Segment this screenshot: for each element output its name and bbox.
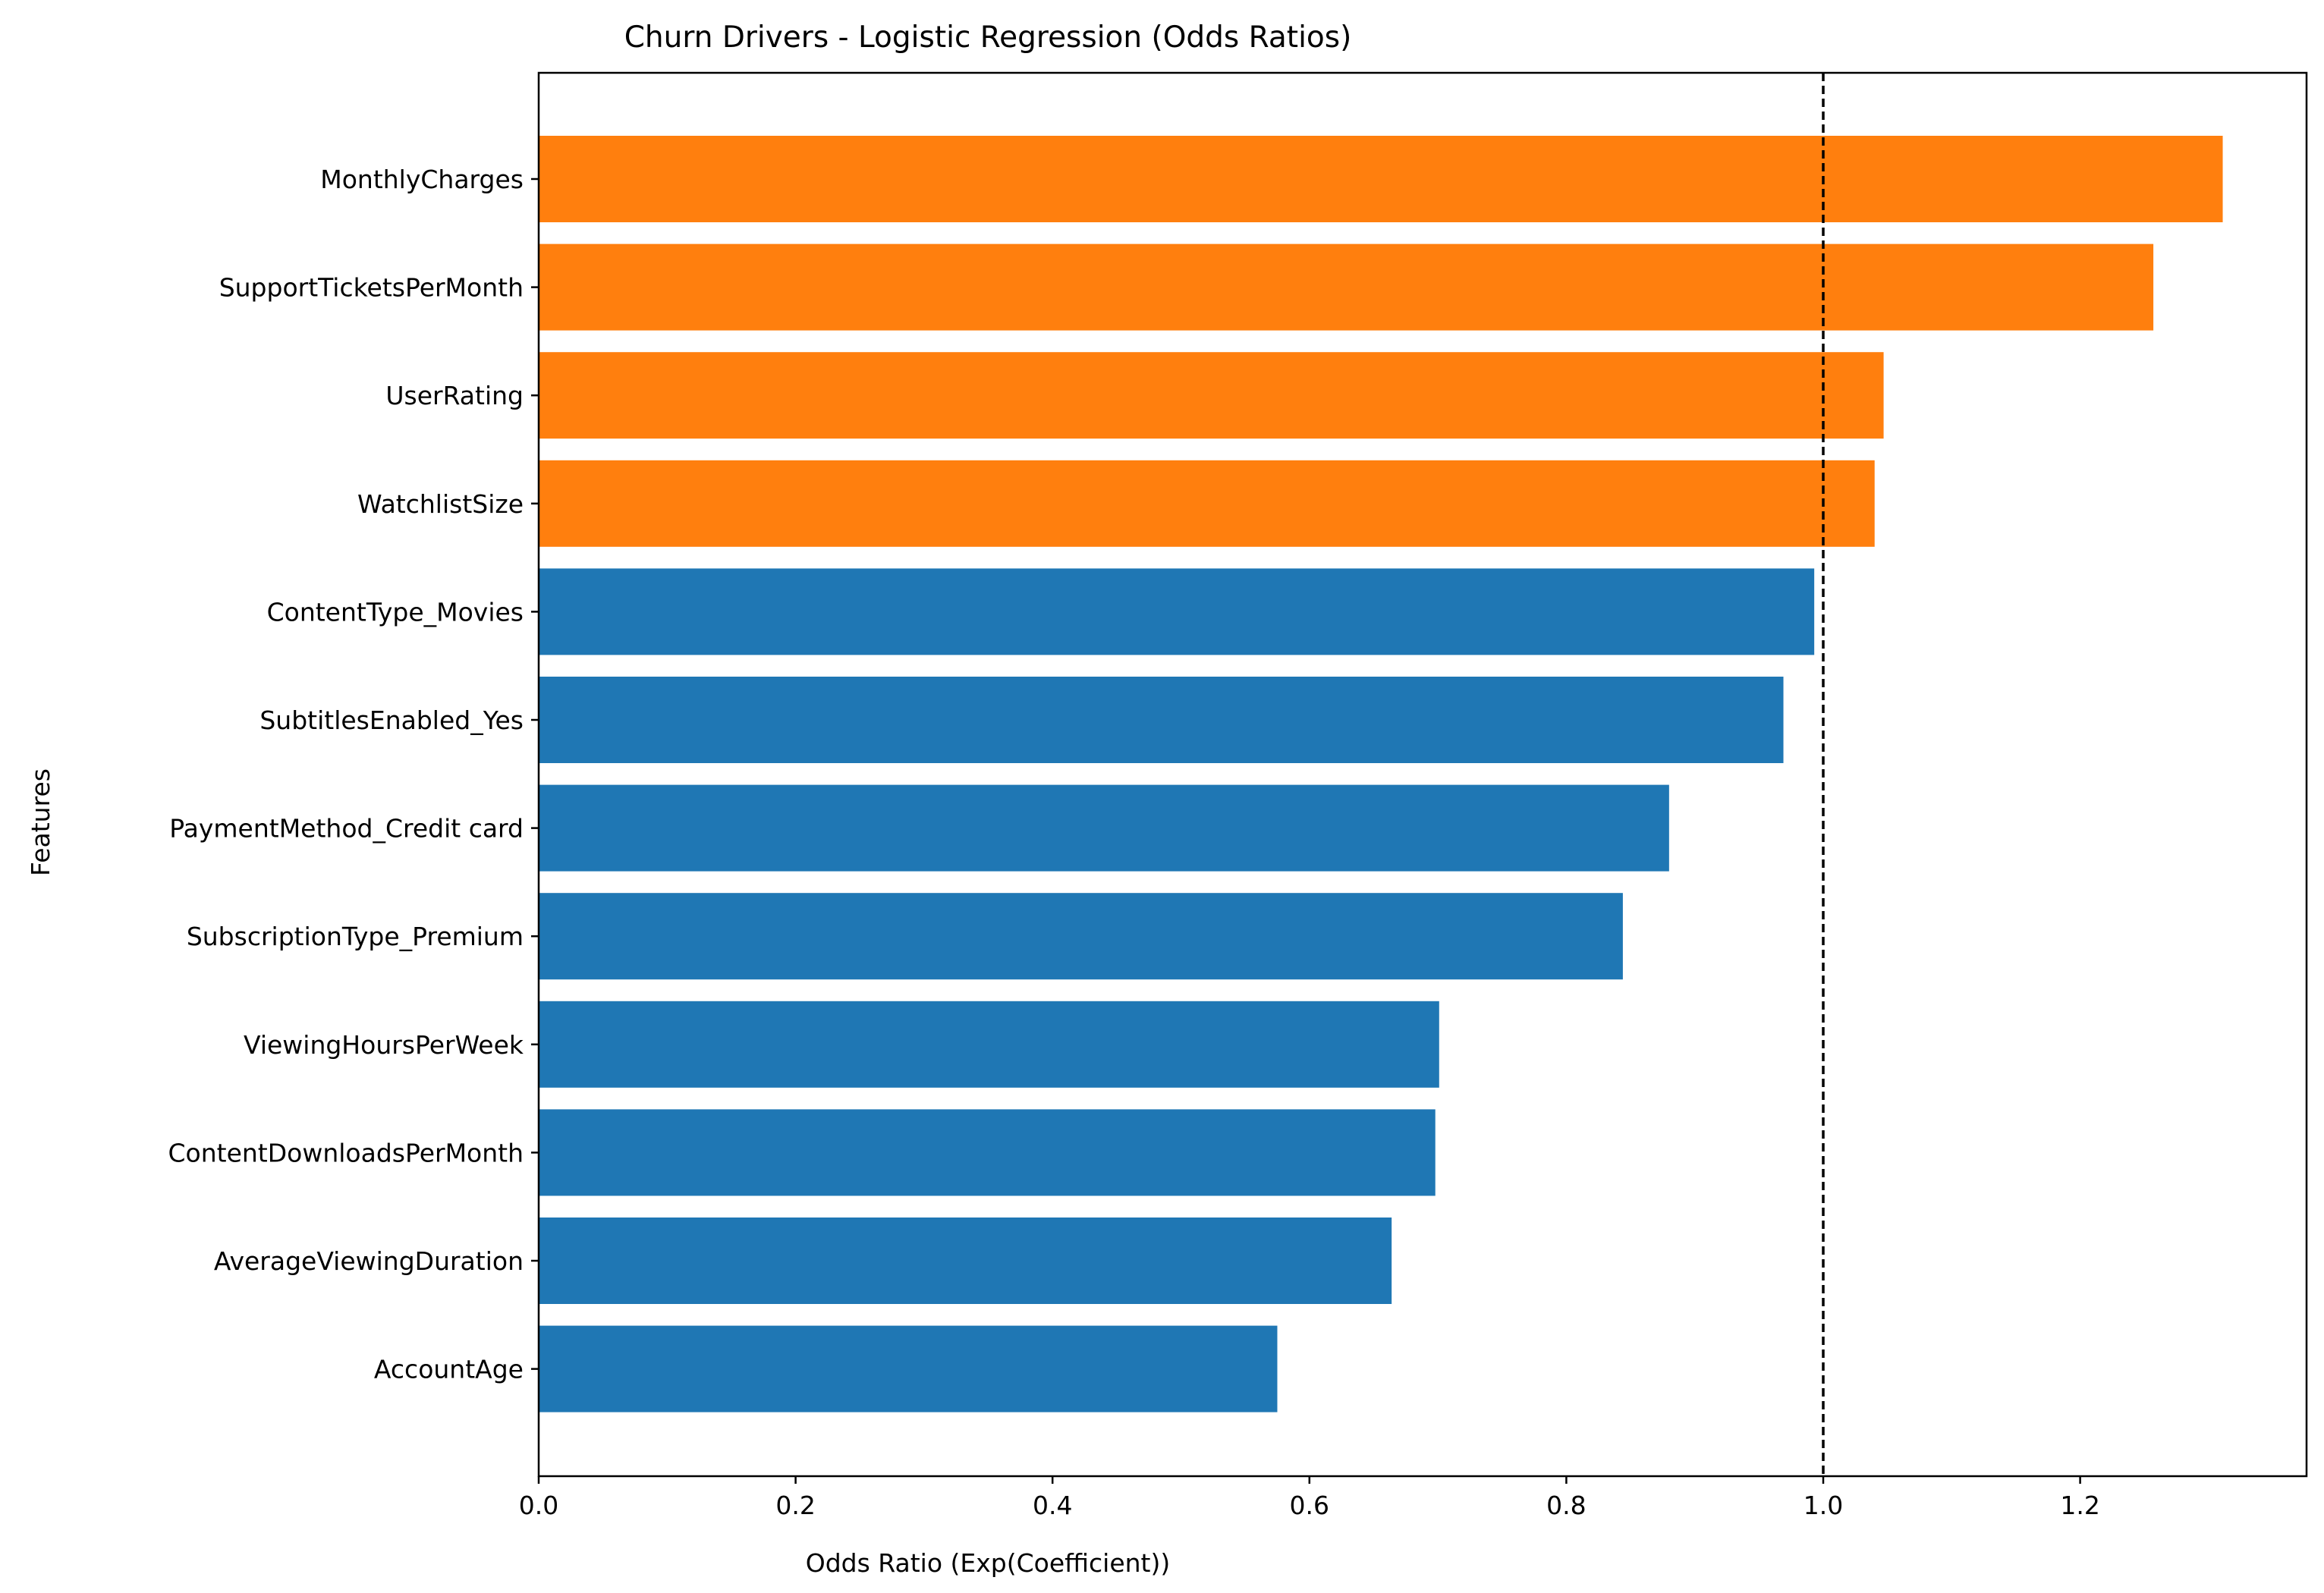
- plot-frame: [537, 71, 2308, 1478]
- y-tick-label: ContentDownloadsPerMonth: [168, 1138, 524, 1167]
- y-axis-ticks: MonthlyCharges SupportTicketsPerMonth User…: [168, 165, 539, 1384]
- y-tick-label: ViewingHoursPerWeek: [244, 1030, 524, 1060]
- bar-accountage: [539, 1325, 1278, 1412]
- x-tick-label: 1.0: [1804, 1491, 1843, 1520]
- y-axis-label: Features: [26, 768, 55, 876]
- bar-paymentmethod-credit-card: [539, 784, 1669, 872]
- y-tick-label: WatchlistSize: [357, 489, 524, 519]
- x-tick-label: 0.6: [1290, 1491, 1329, 1520]
- bar-userrating: [539, 352, 1884, 439]
- bar-subscriptiontype-premium: [539, 893, 1623, 980]
- x-axis-ticks: 0.0 0.2 0.4 0.6 0.8 1.0 1.2: [519, 1476, 2100, 1520]
- y-tick-label: PaymentMethod_Credit card: [169, 814, 524, 844]
- y-tick-label: SupportTicketsPerMonth: [219, 273, 524, 303]
- y-tick-label: UserRating: [385, 381, 524, 410]
- y-tick-label: MonthlyCharges: [320, 165, 524, 194]
- bar-averageviewingduration: [539, 1218, 1392, 1304]
- bar-supportticketspermonth: [539, 244, 2154, 331]
- y-tick-label: AccountAge: [374, 1355, 524, 1384]
- y-tick-label: SubtitlesEnabled_Yes: [259, 705, 524, 735]
- bar-contentdownloadspermonth: [539, 1109, 1436, 1196]
- bar-contenttype-movies: [539, 568, 1815, 655]
- x-tick-label: 0.4: [1033, 1491, 1072, 1520]
- x-tick-label: 0.8: [1546, 1491, 1586, 1520]
- y-tick-label: SubscriptionType_Premium: [187, 922, 524, 951]
- x-tick-label: 0.0: [519, 1491, 558, 1520]
- x-tick-label: 1.2: [2060, 1491, 2099, 1520]
- bar-watchlistsize: [539, 460, 1875, 547]
- bars-layer: [539, 136, 2223, 1412]
- bar-subtitlesenabled-yes: [539, 677, 1784, 763]
- x-tick-label: 0.2: [775, 1491, 815, 1520]
- y-tick-label: AverageViewingDuration: [214, 1246, 524, 1276]
- x-axis-label: Odds Ratio (Exp(Coefficient)): [806, 1548, 1171, 1578]
- bar-monthlycharges: [539, 136, 2223, 222]
- chart-title: Churn Drivers - Logistic Regression (Odd…: [624, 20, 1352, 55]
- bar-viewinghoursperweek: [539, 1001, 1439, 1088]
- y-tick-label: ContentType_Movies: [267, 597, 524, 627]
